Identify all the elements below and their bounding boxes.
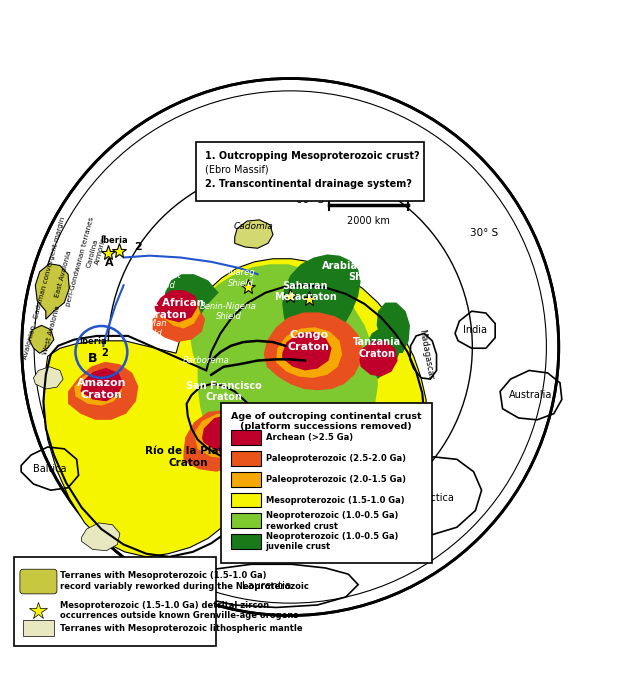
Text: Kaapvaal
Craton: Kaapvaal Craton — [345, 440, 396, 462]
Text: Carolina: Carolina — [86, 238, 99, 268]
Text: Congo
Craton: Congo Craton — [288, 330, 330, 352]
Polygon shape — [276, 328, 342, 378]
Text: Antarctica: Antarctica — [405, 493, 455, 503]
Text: East Avalonia: East Avalonia — [54, 250, 73, 298]
Polygon shape — [74, 371, 122, 405]
Text: 2: 2 — [102, 348, 108, 358]
Polygon shape — [68, 362, 138, 420]
Text: 60° S: 60° S — [296, 195, 325, 205]
Polygon shape — [153, 303, 205, 342]
Text: Tuareg
Shield: Tuareg Shield — [226, 268, 255, 287]
Polygon shape — [81, 368, 123, 401]
Text: peri-Gondwanan terranes: peri-Gondwanan terranes — [66, 217, 95, 307]
Polygon shape — [29, 325, 54, 353]
Text: Archean (>2.5 Ga): Archean (>2.5 Ga) — [265, 433, 353, 442]
Polygon shape — [161, 296, 200, 328]
Text: Leo-Man
Shield: Leo-Man Shield — [132, 319, 167, 338]
Text: Saharan
Metacraton: Saharan Metacraton — [273, 280, 337, 303]
Text: Mesoproterozoic (1.5-1.0 Ga) detrital zircon
occurrences outside known Grenville: Mesoproterozoic (1.5-1.0 Ga) detrital zi… — [60, 601, 298, 620]
Polygon shape — [35, 264, 69, 319]
Text: (Ebro Massif): (Ebro Massif) — [205, 165, 268, 175]
Polygon shape — [377, 303, 410, 353]
Text: Benin-Nigeria
Shield: Benin-Nigeria Shield — [200, 301, 257, 321]
Polygon shape — [235, 220, 273, 248]
Text: Amazon
Craton: Amazon Craton — [77, 378, 126, 400]
Text: Baltica: Baltica — [33, 464, 66, 474]
Polygon shape — [190, 264, 378, 484]
Circle shape — [22, 78, 559, 616]
FancyBboxPatch shape — [231, 534, 260, 549]
Text: Neoproterozoic (1.0-0.5 Ga)
reworked crust: Neoproterozoic (1.0-0.5 Ga) reworked cru… — [265, 511, 398, 530]
Polygon shape — [33, 366, 63, 389]
FancyBboxPatch shape — [14, 557, 216, 646]
Polygon shape — [352, 404, 389, 434]
Text: Barborema: Barborema — [183, 356, 229, 365]
Text: Terranes with Mesoproterozoic lithospheric mantle: Terranes with Mesoproterozoic lithospher… — [60, 624, 303, 633]
FancyBboxPatch shape — [231, 493, 260, 507]
Polygon shape — [348, 443, 393, 480]
Text: India: India — [463, 325, 487, 335]
Text: 2000 km: 2000 km — [347, 216, 389, 226]
Text: Iberia: Iberia — [79, 337, 107, 346]
FancyBboxPatch shape — [23, 620, 54, 636]
Text: Paleoproterozoic (2.0-1.5 Ga): Paleoproterozoic (2.0-1.5 Ga) — [265, 475, 405, 484]
Text: Río de la Plata
Craton: Río de la Plata Craton — [145, 446, 231, 468]
Text: Iberia: Iberia — [100, 236, 128, 245]
Polygon shape — [360, 341, 397, 377]
Text: A: A — [105, 257, 113, 267]
FancyBboxPatch shape — [221, 403, 432, 563]
Polygon shape — [82, 523, 120, 550]
Text: Avalonian - Cadoman convergent margin: Avalonian - Cadoman convergent margin — [23, 217, 66, 360]
Text: Armorica: Armorica — [94, 232, 108, 265]
FancyBboxPatch shape — [196, 142, 424, 201]
Text: Mesoproterozoic (1.5-1.0 Ga): Mesoproterozoic (1.5-1.0 Ga) — [265, 496, 404, 505]
Text: Cadomia: Cadomia — [233, 222, 273, 231]
Text: Zimbabwe: Zimbabwe — [342, 416, 399, 426]
Text: San Francisco
Craton: San Francisco Craton — [186, 380, 262, 403]
Polygon shape — [202, 415, 247, 452]
Text: Reguibat
Shield: Reguibat Shield — [144, 271, 182, 290]
Text: West Avalonia: West Avalonia — [43, 305, 61, 355]
Text: 30° S: 30° S — [471, 228, 498, 238]
Polygon shape — [264, 312, 363, 390]
Text: Paleoproterozoic (2.5-2.0 Ga): Paleoproterozoic (2.5-2.0 Ga) — [265, 454, 405, 463]
Text: Australia: Australia — [509, 390, 552, 400]
Text: Terranes with Mesoproterozoic (1.5-1.0 Ga)
record variably reworked during the N: Terranes with Mesoproterozoic (1.5-1.0 G… — [60, 571, 309, 591]
Text: Tanzania
Craton: Tanzania Craton — [353, 337, 401, 359]
Text: 2: 2 — [134, 242, 142, 252]
Polygon shape — [367, 328, 401, 379]
Polygon shape — [282, 332, 332, 371]
Text: West African
Craton: West African Craton — [129, 298, 205, 319]
Polygon shape — [165, 274, 219, 322]
FancyBboxPatch shape — [231, 472, 260, 486]
Text: Age of outcroping continental crust
(platform successions removed): Age of outcroping continental crust (pla… — [231, 412, 422, 431]
Polygon shape — [282, 255, 361, 348]
Text: Arabian-Nubian
Shield: Arabian-Nubian Shield — [322, 261, 409, 282]
FancyBboxPatch shape — [231, 451, 260, 466]
Polygon shape — [154, 290, 198, 322]
Text: 1. Outcropping Mesoproterozoic crust?: 1. Outcropping Mesoproterozoic crust? — [205, 151, 420, 161]
Polygon shape — [194, 414, 248, 458]
Text: Neoproterozoic (1.0-0.5 Ga)
juvenile crust: Neoproterozoic (1.0-0.5 Ga) juvenile cru… — [265, 532, 398, 551]
Polygon shape — [184, 410, 253, 472]
Polygon shape — [43, 259, 427, 557]
Text: B: B — [88, 352, 97, 365]
FancyBboxPatch shape — [20, 569, 57, 594]
Text: Madagascar: Madagascar — [417, 328, 435, 380]
Text: Laurentia: Laurentia — [242, 582, 291, 591]
Text: 2. Transcontinental drainage system?: 2. Transcontinental drainage system? — [205, 179, 412, 189]
FancyBboxPatch shape — [231, 430, 260, 445]
FancyBboxPatch shape — [231, 514, 260, 528]
